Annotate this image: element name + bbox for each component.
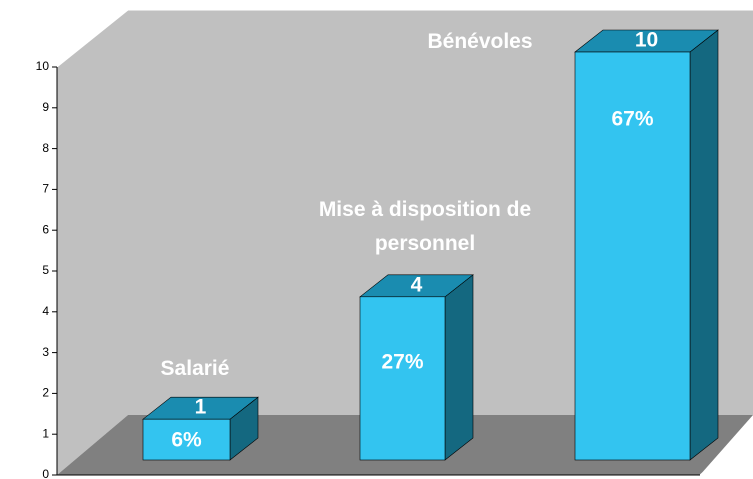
percent-label: 27% (381, 350, 423, 373)
bar (359, 296, 446, 461)
category-label: Mise à disposition de personnel (318, 198, 532, 255)
bar-side (444, 274, 474, 461)
y-tick-label: 6 (42, 222, 49, 236)
y-tick-label: 10 (36, 59, 50, 73)
value-label: 10 (635, 29, 658, 52)
y-tick-label: 3 (42, 345, 49, 359)
y-tick-label: 7 (42, 182, 49, 196)
y-tick-label: 9 (42, 100, 49, 114)
wall-edge (56, 9, 753, 68)
floor-edge (699, 429, 753, 476)
bar (574, 51, 691, 461)
y-tick-label: 1 (42, 426, 49, 440)
percent-label: 67% (611, 108, 653, 131)
y-tick-label: 0 (42, 467, 49, 479)
percent-label: 6% (171, 429, 202, 452)
bar-side (689, 29, 719, 461)
value-label: 4 (411, 273, 423, 296)
y-tick-label: 2 (42, 386, 49, 400)
category-label: Bénévoles (427, 30, 533, 53)
y-tick-label: 5 (42, 263, 49, 277)
value-label: 1 (195, 396, 207, 419)
y-tick-label: 4 (42, 304, 49, 318)
bar (142, 418, 231, 461)
category-label: Salarié (160, 357, 230, 380)
y-tick-label: 8 (42, 141, 49, 155)
